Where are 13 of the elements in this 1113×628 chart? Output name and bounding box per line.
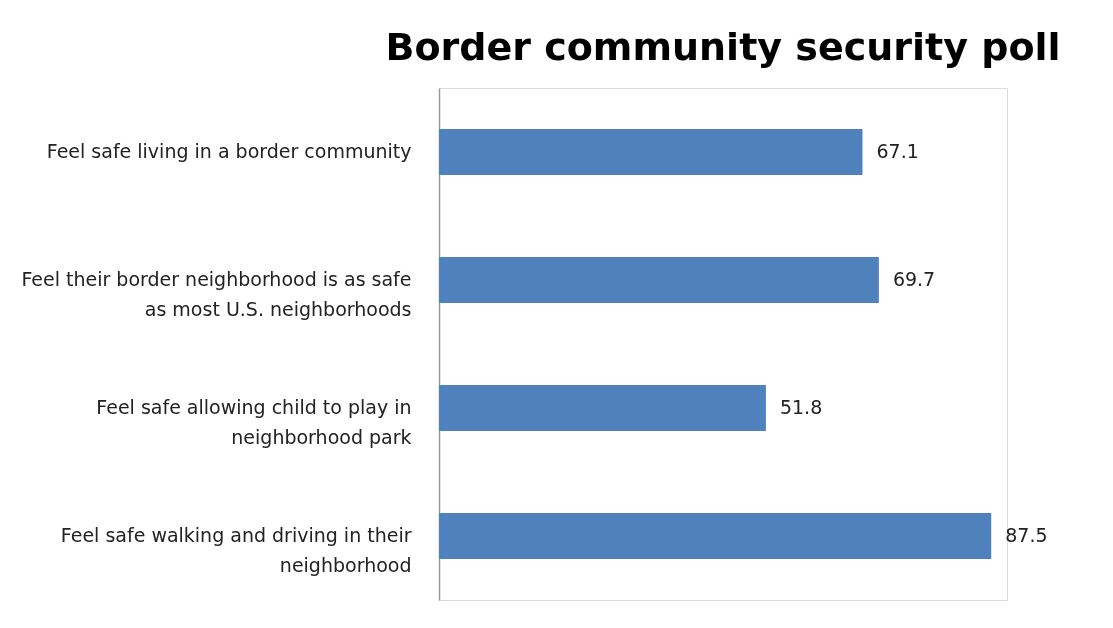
y-tick-label: Feel their border neighborhood is as safe as most U.S. neighborhoods [21,268,412,320]
y-tick-label: Feel safe living in a border community [46,140,412,162]
bar [439,257,879,303]
bar [439,513,992,559]
chart-title: Border community security poll [385,25,1061,69]
y-tick-label: Feel safe walking and driving in their neighborhood [60,524,412,576]
y-tick-label: Feel safe allowing child to play in neighborhood park [96,396,412,448]
data-label: 87.5 [1005,524,1048,546]
bar [439,385,766,431]
bar [439,129,863,175]
data-label: 51.8 [779,396,823,418]
data-label: 67.1 [876,140,919,162]
data-label: 69.7 [892,268,936,290]
